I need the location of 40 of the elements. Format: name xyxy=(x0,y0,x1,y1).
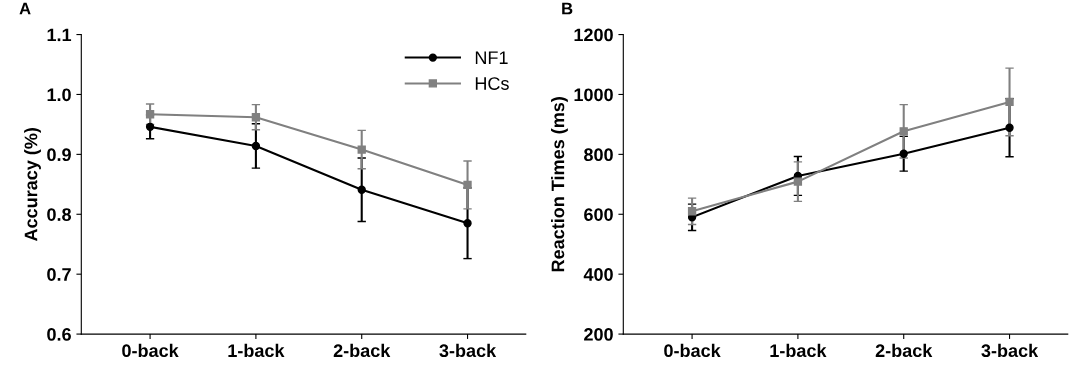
x-tick-label: 2-back xyxy=(875,343,933,358)
y-tick-label: 0.9 xyxy=(47,148,71,162)
x-tick-label: 0-back xyxy=(664,343,721,358)
point xyxy=(899,127,908,136)
y-tick-label: 0.8 xyxy=(47,208,72,221)
x-tick-label: 3-back xyxy=(439,343,497,358)
point xyxy=(251,113,261,122)
x-tick-label: 1-back xyxy=(770,343,827,358)
chart-title: A xyxy=(19,2,31,15)
y-tick-label: 1.1 xyxy=(47,28,72,42)
point xyxy=(793,177,803,186)
x-tick-label: 2-back xyxy=(333,343,391,358)
y-tick-label: 0.6 xyxy=(47,328,71,341)
y-axis-title: Reaction Times (ms) xyxy=(551,97,568,272)
point xyxy=(1005,123,1014,132)
point xyxy=(687,207,697,216)
point xyxy=(357,145,366,154)
point xyxy=(145,122,155,131)
y-tick-label: 400 xyxy=(583,268,613,281)
y-tick-label: 800 xyxy=(584,148,613,162)
y-axis-title: Accuracy (%) xyxy=(24,128,41,242)
y-tick-label: 1000 xyxy=(574,88,613,102)
point xyxy=(899,149,908,158)
y-tick-label: 200 xyxy=(584,328,613,341)
point xyxy=(357,185,366,194)
point xyxy=(463,219,472,228)
legend-label: NF1 xyxy=(475,51,508,64)
y-tick-label: 1200 xyxy=(574,28,613,42)
y-tick-label: 600 xyxy=(584,208,613,221)
chart-title: B xyxy=(562,2,573,15)
x-tick-label: 3-back xyxy=(981,343,1039,358)
x-tick-label: 1-back xyxy=(228,343,285,358)
point xyxy=(145,110,155,119)
y-tick-label: 0.7 xyxy=(47,268,71,281)
legend-label: HCs xyxy=(475,77,509,90)
x-tick-label: 0-back xyxy=(122,343,179,358)
point xyxy=(251,141,261,151)
point xyxy=(463,180,472,190)
y-tick-label: 1.0 xyxy=(47,88,71,102)
point xyxy=(1005,97,1014,107)
